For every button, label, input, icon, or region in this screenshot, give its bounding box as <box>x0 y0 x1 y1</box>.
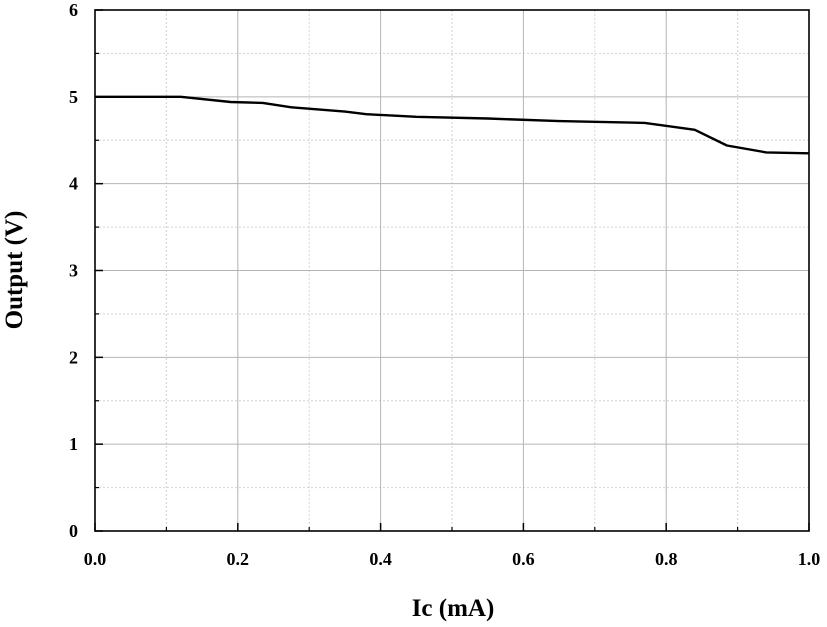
x-axis-title: Ic (mA) <box>412 595 495 622</box>
x-tick-label: 1.0 <box>798 549 821 569</box>
x-tick-label: 0.4 <box>369 549 392 569</box>
x-tick-label: 0.8 <box>655 549 678 569</box>
series-line <box>95 95 810 155</box>
y-tick-label: 5 <box>69 87 78 107</box>
y-tick-label: 4 <box>69 174 78 194</box>
x-tick-label: 0.6 <box>512 549 535 569</box>
major-gridlines <box>95 10 809 531</box>
x-tick-label: 0.2 <box>227 549 250 569</box>
y-tick-label: 2 <box>69 347 78 367</box>
y-axis-title: Output (V) <box>1 211 28 330</box>
y-tick-label: 3 <box>69 261 78 281</box>
axis-ticks <box>94 9 810 532</box>
x-tick-label: 0.0 <box>84 549 107 569</box>
y-tick-label: 0 <box>69 521 78 541</box>
y-tick-label: 6 <box>69 0 78 20</box>
y-axis-tick-labels: 0 1 2 3 4 5 6 <box>69 0 78 541</box>
x-axis-tick-labels: 0.0 0.2 0.4 0.6 0.8 1.0 <box>84 549 821 569</box>
y-tick-label: 1 <box>69 434 78 454</box>
series-layer <box>95 95 810 155</box>
